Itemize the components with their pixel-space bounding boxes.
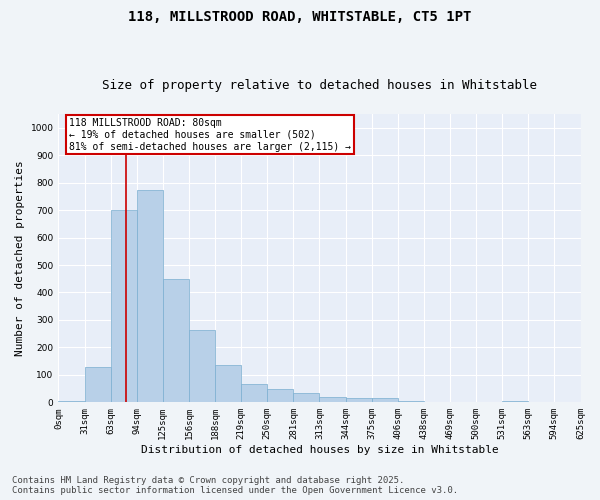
Title: Size of property relative to detached houses in Whitstable: Size of property relative to detached ho… <box>102 79 537 92</box>
X-axis label: Distribution of detached houses by size in Whitstable: Distribution of detached houses by size … <box>140 445 499 455</box>
Bar <box>137 190 163 402</box>
Bar <box>215 366 241 403</box>
Bar <box>189 330 215 402</box>
Bar <box>371 398 398 402</box>
Text: 118, MILLSTROOD ROAD, WHITSTABLE, CT5 1PT: 118, MILLSTROOD ROAD, WHITSTABLE, CT5 1P… <box>128 10 472 24</box>
Bar <box>398 401 424 402</box>
Bar <box>346 398 371 402</box>
Text: 118 MILLSTROOD ROAD: 80sqm
← 19% of detached houses are smaller (502)
81% of sem: 118 MILLSTROOD ROAD: 80sqm ← 19% of deta… <box>69 118 351 152</box>
Bar <box>502 401 528 402</box>
Bar <box>58 401 85 402</box>
Bar <box>319 397 346 402</box>
Text: Contains HM Land Registry data © Crown copyright and database right 2025.
Contai: Contains HM Land Registry data © Crown c… <box>12 476 458 495</box>
Bar <box>110 210 137 402</box>
Bar <box>267 388 293 402</box>
Bar <box>293 392 319 402</box>
Bar <box>163 279 189 402</box>
Bar <box>85 366 110 402</box>
Y-axis label: Number of detached properties: Number of detached properties <box>15 160 25 356</box>
Bar <box>241 384 267 402</box>
